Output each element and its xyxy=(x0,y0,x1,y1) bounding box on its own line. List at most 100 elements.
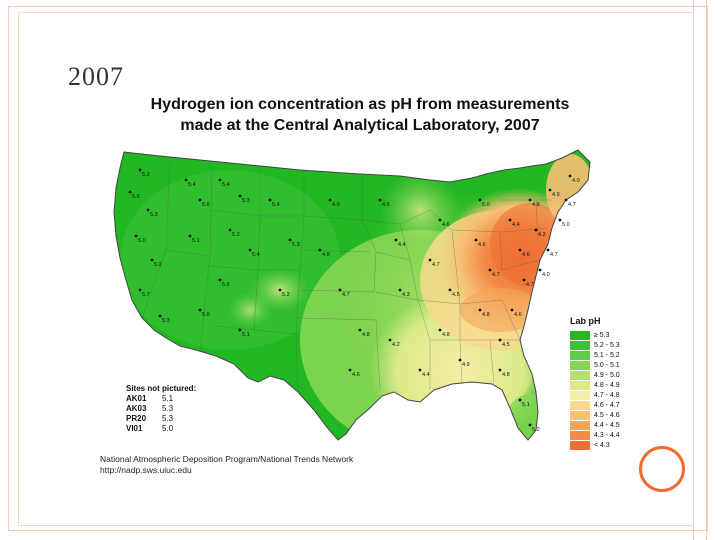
credit-url[interactable]: http://nadp.sws.uiuc.edu xyxy=(100,465,192,475)
station-dot xyxy=(546,248,550,252)
station-label: 5.2 xyxy=(142,172,150,178)
station-dot xyxy=(150,258,154,262)
station-dot xyxy=(518,248,522,252)
site-code: PR20 xyxy=(126,414,147,423)
station-dot xyxy=(478,308,482,312)
legend-label: 5.0 - 5.1 xyxy=(594,361,620,369)
station-dot xyxy=(138,168,142,172)
station-label: 4.8 xyxy=(442,332,450,338)
legend-row: 5.1 - 5.2 xyxy=(570,350,620,360)
station-dot xyxy=(338,288,342,292)
station-dot xyxy=(558,218,562,222)
station-label: 5.2 xyxy=(532,427,540,433)
station-dot xyxy=(138,288,142,292)
legend-row: 4.6 - 4.7 xyxy=(570,400,620,410)
station-label: 5.2 xyxy=(232,232,240,238)
station-label: 4.7 xyxy=(550,252,558,258)
station-dot xyxy=(188,234,192,238)
station-dot xyxy=(288,238,292,242)
legend-row: 4.5 - 4.6 xyxy=(570,410,620,420)
legend-swatch xyxy=(570,330,590,340)
legend-label: 4.9 - 5.0 xyxy=(594,371,620,379)
station-label: 5.3 xyxy=(292,242,300,248)
station-label: 5.2 xyxy=(154,262,162,268)
station-dot xyxy=(146,208,150,212)
station-dot xyxy=(198,198,202,202)
station-label: 5.3 xyxy=(162,318,170,324)
station-dot xyxy=(238,194,242,198)
station-label: 5.0 xyxy=(202,312,210,318)
station-label: 4.8 xyxy=(482,312,490,318)
site-row: AK01 5.1 xyxy=(126,394,196,404)
station-label: 4.4 xyxy=(422,372,430,378)
station-label: 4.5 xyxy=(502,342,510,348)
legend-label: 4.8 - 4.9 xyxy=(594,381,620,389)
site-rows: AK01 5.1 AK03 5.3 PR20 5.3 VI01 5.0 xyxy=(126,394,196,434)
station-dot xyxy=(348,368,352,372)
station-dot xyxy=(528,423,532,427)
legend-swatch xyxy=(570,350,590,360)
decorative-circle xyxy=(639,446,685,492)
station-label: 5.3 xyxy=(150,212,158,218)
site-code: AK03 xyxy=(126,404,147,413)
station-dot xyxy=(498,368,502,372)
station-label: 4.3 xyxy=(402,292,410,298)
site-code: AK01 xyxy=(126,394,147,403)
legend-row: 4.3 - 4.4 xyxy=(570,430,620,440)
slide-title: 2007 xyxy=(68,62,124,91)
legend-label: 5.1 - 5.2 xyxy=(594,351,620,359)
station-dot xyxy=(134,234,138,238)
station-label: 5.4 xyxy=(222,182,230,188)
station-label: 4.2 xyxy=(538,232,546,238)
state-borders xyxy=(141,157,552,393)
station-label: 4.7 xyxy=(568,202,576,208)
station-dot xyxy=(218,278,222,282)
station-label: 4.2 xyxy=(392,342,400,348)
legend-row: < 4.3 xyxy=(570,440,620,450)
legend-row: 4.7 - 4.8 xyxy=(570,390,620,400)
legend-swatch xyxy=(570,390,590,400)
legend-row: 4.9 - 5.0 xyxy=(570,370,620,380)
legend-swatch xyxy=(570,440,590,450)
legend-label: 4.6 - 4.7 xyxy=(594,401,620,409)
station-dot xyxy=(548,188,552,192)
legend-swatch xyxy=(570,400,590,410)
station-dot xyxy=(438,328,442,332)
station-label: 5.5 xyxy=(132,194,140,200)
legend-row: 5.2 - 5.3 xyxy=(570,340,620,350)
slide-frame-inner xyxy=(18,12,694,526)
station-dot xyxy=(438,218,442,222)
legend-label: 4.4 - 4.5 xyxy=(594,421,620,429)
legend-label: 4.5 - 4.6 xyxy=(594,411,620,419)
legend-label: ≥ 5.3 xyxy=(594,331,610,339)
site-row: AK03 5.3 xyxy=(126,404,196,414)
station-label: 4.4 xyxy=(512,222,520,228)
station-label: 4.7 xyxy=(342,292,350,298)
station-label: 5.0 xyxy=(138,238,146,244)
station-dot xyxy=(478,198,482,202)
station-dot xyxy=(388,338,392,342)
station-dot xyxy=(278,288,282,292)
legend-swatch xyxy=(570,370,590,380)
station-label: 5.1 xyxy=(192,238,200,244)
legend-rows: ≥ 5.3 5.2 - 5.3 5.1 - 5.2 5.0 - 5.1 4.9 - 5.… xyxy=(570,330,620,450)
sites-not-pictured: Sites not pictured: AK01 5.1 AK03 5.3 PR20 5.… xyxy=(126,384,196,434)
station-label: 5.4 xyxy=(252,252,260,258)
station-label: 4.6 xyxy=(442,222,450,228)
station-label: 4.8 xyxy=(502,372,510,378)
station-dot xyxy=(238,328,242,332)
site-row: VI01 5.0 xyxy=(126,424,196,434)
station-dot xyxy=(428,258,432,262)
legend-label: 4.3 - 4.4 xyxy=(594,431,620,439)
station-dot xyxy=(448,288,452,292)
station-dot xyxy=(474,238,478,242)
station-label: 4.6 xyxy=(352,372,360,378)
station-dot xyxy=(568,174,572,178)
legend-swatch xyxy=(570,430,590,440)
station-label: 5.2 xyxy=(282,292,290,298)
station-dot xyxy=(228,228,232,232)
station-label: 5.1 xyxy=(522,402,530,408)
site-value: 5.1 xyxy=(162,394,174,403)
ph-surface xyxy=(114,150,590,440)
station-label: 4.4 xyxy=(398,242,406,248)
